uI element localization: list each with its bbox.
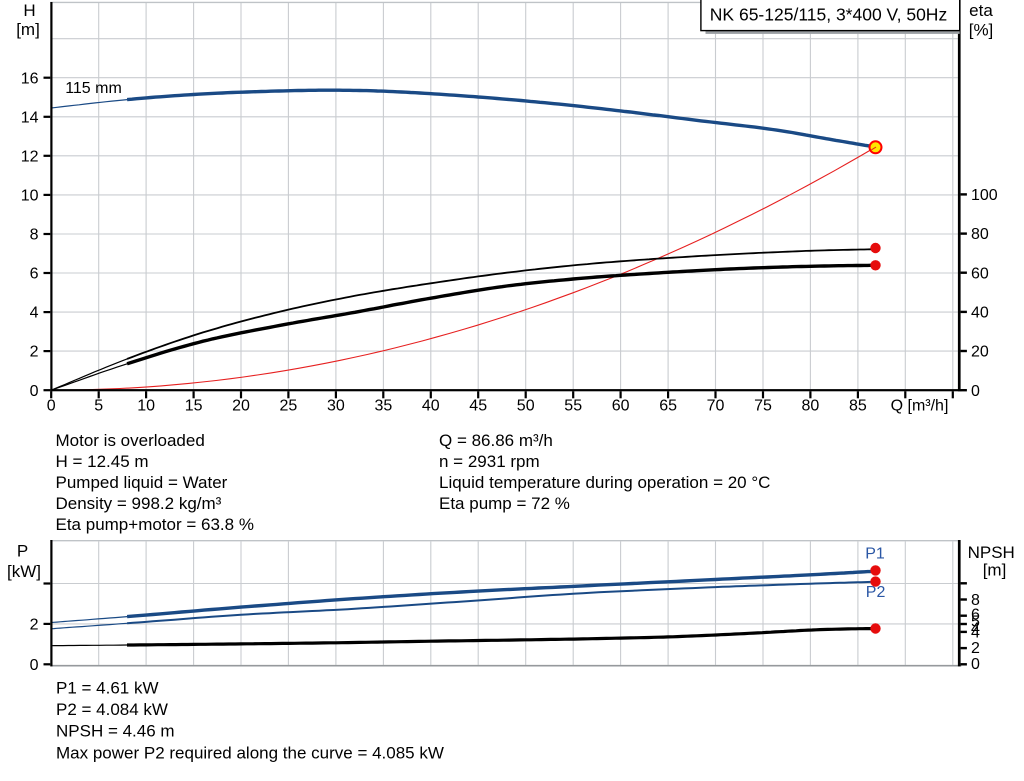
svg-text:P1: P1 [865, 546, 885, 563]
svg-text:6: 6 [30, 266, 39, 283]
svg-text:NK 65-125/115, 3*400 V, 50Hz: NK 65-125/115, 3*400 V, 50Hz [710, 5, 947, 25]
svg-text:10: 10 [137, 398, 155, 415]
svg-text:25: 25 [280, 398, 298, 415]
svg-text:80: 80 [971, 226, 989, 243]
svg-text:5: 5 [94, 398, 103, 415]
svg-text:Liquid temperature during oper: Liquid temperature during operation = 20… [439, 473, 770, 492]
svg-text:0: 0 [30, 383, 39, 400]
svg-text:P1 = 4.61 kW: P1 = 4.61 kW [56, 679, 159, 698]
svg-text:Max power P2 required along th: Max power P2 required along the curve = … [56, 743, 444, 762]
svg-text:40: 40 [971, 305, 989, 322]
svg-text:[kW]: [kW] [7, 562, 41, 581]
svg-text:Eta pump = 72 %: Eta pump = 72 % [439, 494, 570, 513]
svg-text:P: P [17, 541, 28, 560]
svg-text:4: 4 [30, 305, 39, 322]
svg-text:0: 0 [971, 383, 980, 400]
svg-text:[%]: [%] [969, 20, 994, 39]
svg-text:4: 4 [971, 620, 980, 637]
svg-text:115 mm: 115 mm [65, 80, 122, 97]
svg-text:60: 60 [971, 265, 989, 282]
svg-text:2: 2 [30, 344, 39, 361]
svg-text:2: 2 [30, 617, 39, 634]
svg-text:8: 8 [30, 227, 39, 244]
svg-text:eta: eta [969, 1, 993, 20]
svg-text:Density = 998.2 kg/m³: Density = 998.2 kg/m³ [56, 494, 222, 513]
svg-text:45: 45 [469, 398, 487, 415]
svg-text:0: 0 [47, 398, 56, 415]
svg-text:0: 0 [971, 656, 980, 673]
svg-text:70: 70 [707, 398, 725, 415]
svg-text:8: 8 [971, 592, 980, 609]
svg-text:H = 12.45 m: H = 12.45 m [56, 452, 149, 471]
svg-text:4: 4 [971, 625, 980, 642]
svg-text:30: 30 [327, 398, 345, 415]
svg-text:P2 = 4.084 kW: P2 = 4.084 kW [56, 700, 168, 719]
svg-text:10: 10 [21, 188, 39, 205]
svg-text:75: 75 [754, 398, 772, 415]
svg-text:50: 50 [517, 398, 535, 415]
svg-text:Pumped liquid = Water: Pumped liquid = Water [56, 473, 228, 492]
svg-text:12: 12 [21, 148, 39, 165]
svg-text:Q = 86.86 m³/h: Q = 86.86 m³/h [439, 431, 553, 450]
svg-text:20: 20 [232, 398, 250, 415]
svg-text:[m]: [m] [983, 561, 1007, 580]
svg-text:5: 5 [971, 614, 980, 631]
svg-text:P2: P2 [866, 584, 886, 601]
svg-text:6: 6 [971, 607, 980, 624]
svg-text:Q [m³/h]: Q [m³/h] [891, 398, 949, 415]
svg-text:14: 14 [21, 109, 39, 126]
svg-text:85: 85 [849, 398, 867, 415]
svg-text:20: 20 [971, 344, 989, 361]
svg-text:0: 0 [30, 657, 39, 674]
svg-text:60: 60 [612, 398, 630, 415]
svg-text:NPSH: NPSH [968, 543, 1015, 562]
svg-text:100: 100 [971, 187, 998, 204]
svg-text:[m]: [m] [16, 20, 40, 39]
svg-text:NPSH = 4.46 m: NPSH = 4.46 m [56, 722, 175, 741]
svg-text:Motor is overloaded: Motor is overloaded [56, 431, 205, 450]
svg-text:n = 2931 rpm: n = 2931 rpm [439, 452, 540, 471]
svg-text:40: 40 [422, 398, 440, 415]
svg-text:65: 65 [659, 398, 677, 415]
svg-text:80: 80 [802, 398, 820, 415]
svg-text:35: 35 [375, 398, 393, 415]
svg-text:15: 15 [185, 398, 203, 415]
svg-text:55: 55 [564, 398, 582, 415]
svg-text:Eta pump+motor = 63.8 %: Eta pump+motor = 63.8 % [56, 515, 254, 534]
svg-text:H: H [23, 1, 35, 20]
svg-text:16: 16 [21, 70, 39, 87]
svg-text:2: 2 [971, 640, 980, 657]
